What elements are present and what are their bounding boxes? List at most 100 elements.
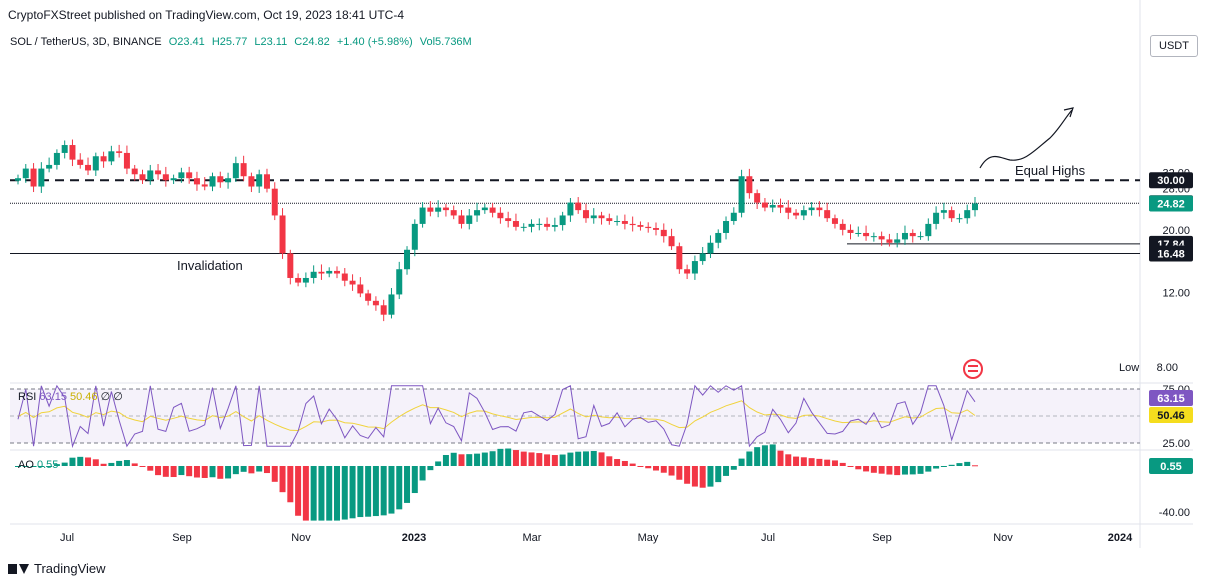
rsi-value-box	[1149, 407, 1193, 423]
rsi-pane	[10, 384, 1140, 449]
candle	[139, 174, 146, 181]
candle	[512, 221, 519, 227]
ao-bar	[505, 448, 512, 466]
ao-bar	[870, 466, 877, 473]
candle	[279, 215, 286, 254]
ao-bar	[684, 466, 691, 484]
x-tick-label: Sep	[172, 532, 192, 544]
ao-legend: AO 0.55	[18, 459, 58, 471]
candle	[738, 176, 745, 213]
ao-bar	[318, 466, 325, 521]
high-value: H25.77	[211, 36, 248, 48]
candle	[964, 210, 971, 219]
ao-bar	[590, 450, 597, 466]
candle	[474, 210, 481, 216]
ao-bar	[310, 466, 317, 521]
ao-bar	[287, 466, 294, 503]
candle	[520, 226, 527, 228]
ao-bar	[901, 466, 908, 475]
ao-pane	[15, 444, 978, 521]
candle	[956, 218, 963, 220]
x-tick-label: Jul	[60, 532, 74, 544]
candle	[684, 269, 691, 274]
candle	[100, 156, 107, 162]
low-label: Low	[1119, 362, 1139, 374]
volume-value: Vol5.736M	[419, 36, 472, 48]
candle	[761, 202, 768, 208]
candle	[302, 277, 309, 283]
candle	[108, 151, 115, 162]
ao-bar	[225, 466, 232, 479]
candles	[15, 139, 978, 322]
candle	[497, 212, 504, 219]
low-value: 8.00	[1157, 362, 1178, 374]
candle	[831, 218, 838, 224]
ao-bar	[388, 466, 395, 514]
candle	[365, 293, 372, 301]
price-label: 16.48	[1157, 249, 1185, 261]
x-tick-label: Nov	[993, 532, 1013, 544]
ao-bar	[458, 454, 465, 466]
close-value: C24.82	[294, 36, 330, 48]
candle	[341, 273, 348, 281]
candle	[863, 232, 870, 237]
candle	[458, 215, 465, 224]
candle	[77, 159, 84, 165]
ao-bar	[349, 466, 356, 519]
ao-bar	[341, 466, 348, 520]
ao-bar	[808, 458, 815, 466]
x-tick-label: Nov	[291, 532, 311, 544]
ao-bar	[85, 457, 92, 466]
ao-bar	[824, 459, 831, 466]
x-tick-label: Sep	[872, 532, 892, 544]
ao-bar	[621, 460, 628, 466]
ao-bar	[645, 466, 652, 469]
symbol-name[interactable]: SOL / TetherUS, 3D, BINANCE	[10, 36, 162, 48]
ao-bar	[582, 451, 589, 466]
ao-bar	[606, 456, 613, 466]
rsi-value-label: 63.15	[1157, 393, 1185, 405]
candle	[186, 172, 193, 179]
ao-tick-label: -40.00	[1159, 507, 1190, 519]
candle	[263, 174, 270, 189]
ao-bar	[481, 452, 488, 466]
ao-bar	[201, 466, 208, 478]
ao-bar	[217, 466, 224, 479]
currency-button[interactable]: USDT	[1150, 35, 1198, 57]
candle	[598, 215, 605, 219]
candle	[940, 210, 947, 213]
ao-bar	[147, 466, 154, 471]
ao-bar	[411, 466, 418, 494]
candle	[614, 221, 621, 223]
candle	[287, 253, 294, 278]
footer-brand[interactable]: TradingView	[34, 561, 106, 576]
x-tick-label: Mar	[523, 532, 542, 544]
candle	[606, 218, 613, 222]
ao-bar	[746, 451, 753, 466]
y-tick-label: 12.00	[1162, 287, 1190, 299]
rsi-line	[17, 384, 976, 449]
ao-label: AO	[18, 459, 34, 471]
ao-bar	[170, 466, 177, 478]
candle	[808, 207, 815, 211]
rsi-label: RSI	[18, 391, 37, 403]
candle	[271, 188, 278, 216]
ao-bar	[933, 466, 940, 469]
open-value: O23.41	[168, 36, 205, 48]
ao-bar	[629, 463, 636, 466]
rsi-value: 63.15	[39, 391, 67, 403]
ao-bar	[793, 456, 800, 466]
footer: TradingView	[8, 561, 106, 576]
candle	[61, 145, 68, 153]
projection-arrowhead	[1063, 107, 1074, 118]
candle	[155, 170, 162, 175]
ao-bar	[279, 466, 286, 493]
ao-bar	[186, 466, 193, 477]
candle	[528, 223, 535, 227]
ao-bar	[442, 455, 449, 466]
rsi-value-box	[1149, 390, 1193, 406]
flag-icon-stripe	[968, 370, 978, 372]
ao-bar	[668, 466, 675, 476]
tradingview-logo-icon	[8, 563, 29, 575]
